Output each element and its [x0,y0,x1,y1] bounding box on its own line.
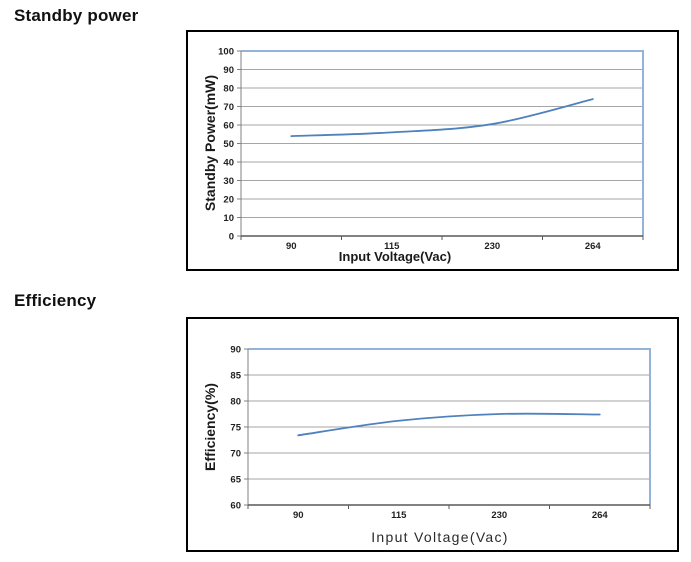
y-tick-label: 60 [223,121,234,132]
y-tick-label: 40 [223,158,234,169]
x-tick-label: 264 [585,241,602,252]
y-tick-label: 30 [223,176,234,187]
y-tick-label: 70 [223,102,234,113]
efficiency-y-axis-title: Efficiency(%) [202,383,218,471]
series-line [297,412,601,437]
y-tick-label: 65 [230,475,241,486]
y-tick-label: 50 [223,139,234,150]
y-tick-label: 80 [223,84,234,95]
section-heading-standby-power: Standby power [14,6,139,25]
standby-power-x-axis-title: Input Voltage(Vac) [338,249,452,264]
x-tick-label: 90 [286,241,297,252]
y-tick-label: 100 [218,47,234,58]
x-tick-label: 90 [293,510,304,521]
section-heading-efficiency: Efficiency [14,291,97,310]
standby-power-plot-area: 0 10 20 30 40 50 60 70 80 90 100 90 115 230 264 [218,47,644,252]
x-tick-label: 115 [391,510,407,521]
y-tick-label: 60 [230,501,241,512]
y-tick-label: 20 [223,195,234,206]
standby-power-chart: 0 10 20 30 40 50 60 70 80 90 100 90 115 230 264 Standb… [186,30,679,271]
standby-power-y-axis-title: Standby Power(mW) [202,74,218,212]
y-tick-label: 80 [230,397,241,408]
x-tick-label: 230 [491,510,507,521]
x-tick-label: 264 [592,510,609,521]
y-tick-label: 85 [230,371,241,382]
y-tick-label: 0 [229,232,234,243]
y-tick-label: 10 [223,213,234,224]
y-tick-label: 70 [230,449,241,460]
y-tick-label: 75 [230,423,241,434]
x-tick-label: 115 [384,241,400,252]
efficiency-plot-area: 60 65 70 75 80 85 90 90 115 230 264 [230,345,651,521]
y-tick-label: 90 [230,345,241,356]
x-tick-label: 230 [484,241,500,252]
efficiency-x-axis-title: Input Voltage(Vac) [371,529,509,545]
y-tick-label: 90 [223,65,234,76]
efficiency-chart: 60 65 70 75 80 85 90 90 115 230 264 Efficiency(%) … [186,317,679,552]
series-line [290,98,594,137]
